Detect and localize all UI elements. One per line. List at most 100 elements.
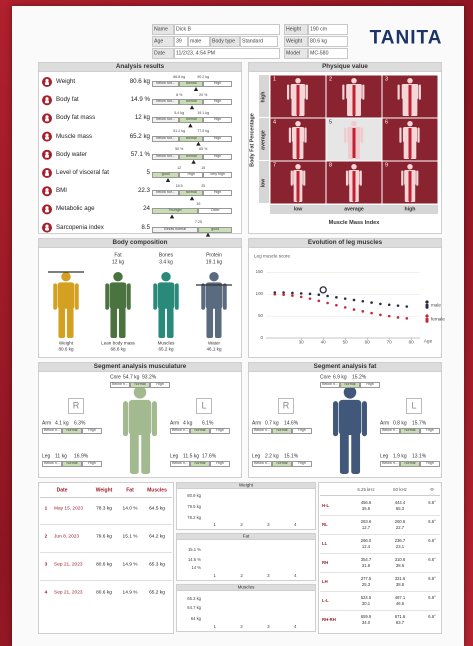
history-index: 3 xyxy=(45,564,48,569)
segment-value: 11 kg xyxy=(55,455,67,460)
legend-icon xyxy=(425,314,428,317)
history-index: 2 xyxy=(45,536,48,541)
scale-marker xyxy=(170,214,174,218)
x-tick-label: 50 xyxy=(343,341,348,346)
composition-figure xyxy=(153,283,157,309)
impedance-rule xyxy=(320,572,440,573)
scale-limit: 12 xyxy=(177,167,181,171)
physique-cell-number: 1 xyxy=(273,77,276,83)
segment-label: Arm xyxy=(380,422,389,427)
history-cell: 65.2 kg xyxy=(149,592,165,597)
y-tick-label: 14 % xyxy=(191,566,201,570)
y-tick-label: 79.5 kg xyxy=(187,505,201,509)
scale-marker xyxy=(196,142,200,146)
composition-figure xyxy=(127,283,131,309)
row-icon-mark xyxy=(45,209,49,212)
composition-top-name: Fat xyxy=(114,254,121,259)
scale-text: below nor... xyxy=(156,155,174,159)
scale-text: normal xyxy=(186,82,197,86)
impedance-value: 63.7 xyxy=(396,621,404,625)
scale-limit: 66.8 kg xyxy=(173,76,185,80)
impedance-value: 377.5 xyxy=(361,577,371,581)
physique-cell-number: 6 xyxy=(385,120,388,126)
physique-figure xyxy=(306,85,308,100)
scale-text: normal xyxy=(186,155,197,159)
composition-figure xyxy=(61,272,70,281)
legend-label: female xyxy=(431,318,445,323)
physique-cell-number: 7 xyxy=(273,163,276,169)
impedance-value: 65.3 xyxy=(396,507,404,511)
row-value: 8.5 xyxy=(141,224,150,230)
physique-col-label: high xyxy=(405,207,416,212)
scale-limit: 19.1 kg xyxy=(197,112,209,116)
segment-label: Arm xyxy=(42,422,51,427)
scale-marker xyxy=(166,178,170,182)
physique-figure xyxy=(299,98,305,116)
physique-y-title: Body Fat Percentage xyxy=(250,113,255,167)
scale-text: Below normal xyxy=(164,228,186,232)
y-tick-label: 15.1 % xyxy=(188,548,201,552)
page: Analysis resultsPhysique valueBody compo… xyxy=(0,0,473,646)
segment-scale-text: Below n... xyxy=(322,383,338,387)
impedance-value: 671.6 xyxy=(395,615,405,619)
physique-figure xyxy=(303,171,305,186)
data-point xyxy=(397,304,400,307)
row-icon-mark xyxy=(45,155,49,158)
segment-scale-text: High xyxy=(366,383,373,387)
legend-label: male xyxy=(431,304,441,309)
info-label: Model xyxy=(286,51,300,56)
composition-figure xyxy=(113,272,122,281)
data-point xyxy=(291,294,294,297)
physique-figure xyxy=(346,171,348,186)
scale-limit: 20 % xyxy=(199,94,207,98)
scale-limit: 65 % xyxy=(199,149,207,153)
segment-scale-text: Below n... xyxy=(172,429,188,433)
y-tick-label: 64 kg xyxy=(191,617,201,621)
impedance-angle: 6.6° xyxy=(428,577,436,581)
impedance-value: 260.6 xyxy=(395,520,405,524)
data-point xyxy=(362,300,365,303)
segment-pct: 15.2% xyxy=(352,376,366,381)
composition-figure xyxy=(201,283,205,309)
segment-scale-text: High xyxy=(426,429,433,433)
history-header: Fat xyxy=(126,489,134,494)
composition-bottom-value: 46.1 kg xyxy=(206,348,221,353)
segment-figure xyxy=(130,433,139,474)
scale-text: High xyxy=(214,119,221,123)
impedance-value: 30.1 xyxy=(362,602,370,606)
segment-scale-text: High xyxy=(88,429,95,433)
scale-limit: 39 xyxy=(196,203,200,207)
segment-scale-text: normal xyxy=(67,462,78,466)
history-cell: 79.6 kg xyxy=(96,536,112,541)
segment-scale-text: Below n... xyxy=(112,383,128,387)
scale-limit: 8 % xyxy=(176,94,182,98)
side-label: R xyxy=(73,402,80,411)
y-tick-label: 150 xyxy=(256,270,263,274)
row-icon-mark xyxy=(45,115,48,118)
segment-scale-text: normal xyxy=(195,462,206,466)
composition-figure xyxy=(206,307,213,338)
row-value: 14.9 % xyxy=(131,97,150,103)
x-tick-label: 80 xyxy=(409,341,414,346)
legend-icon xyxy=(426,304,429,309)
physique-figure xyxy=(398,85,400,100)
impedance-value: 524.5 xyxy=(361,596,371,600)
scale-limit: 50 % xyxy=(175,149,183,153)
segment-value: 11.5 kg xyxy=(183,455,199,460)
scale-limit: 90.2 kg xyxy=(197,76,209,80)
physique-figure xyxy=(407,78,412,83)
physique-figure-core xyxy=(353,128,356,158)
impedance-value: 22.7 xyxy=(396,526,404,530)
row-label: Muscle mass xyxy=(56,133,92,139)
physique-figure xyxy=(344,128,346,143)
side-label: L xyxy=(411,402,416,411)
impedance-value: 354.7 xyxy=(361,558,371,562)
impedance-angle: 6.6° xyxy=(428,501,436,505)
data-point xyxy=(370,312,373,315)
history-header: Muscles xyxy=(147,489,167,494)
legend-icon xyxy=(425,300,428,303)
composition-figure xyxy=(206,282,223,308)
segment-scale-text: normal xyxy=(67,429,78,433)
segment-scale-text: normal xyxy=(345,383,356,387)
physique-figure xyxy=(419,85,421,100)
